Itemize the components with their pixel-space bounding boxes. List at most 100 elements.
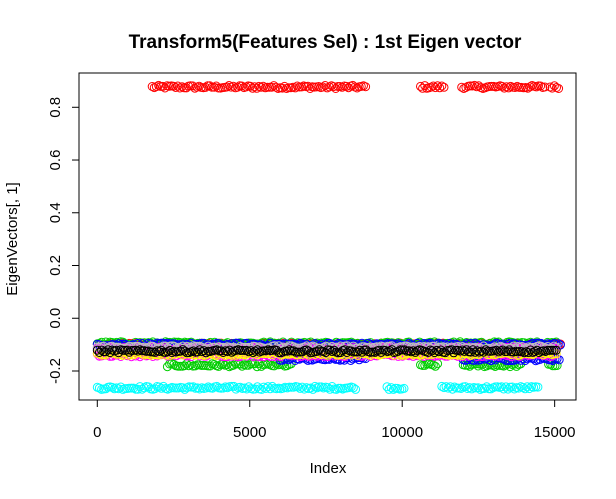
data-point [465,361,475,371]
data-point [211,81,221,91]
data-point [154,80,164,90]
data-point [197,347,207,357]
data-point [302,383,311,393]
data-point [245,81,255,91]
data-point [151,82,161,92]
data-point [149,83,159,93]
data-point [318,82,328,92]
data-point [240,383,250,393]
data-point [195,384,205,394]
data-point [261,384,271,393]
data-point [304,346,314,356]
x-tick-label: 5000 [233,424,266,441]
data-point [282,361,292,371]
data-point [327,347,337,356]
data-point [237,361,247,371]
data-point [325,384,335,394]
data-point [551,345,561,355]
data-point [180,361,189,371]
data-point [156,345,166,355]
data-point [504,345,514,355]
data-point [223,383,232,393]
data-point [241,360,251,370]
data-point [420,81,430,91]
data-point [393,346,403,356]
data-point [201,383,211,393]
data-point [135,348,145,357]
data-point [267,381,277,391]
data-point [457,82,467,92]
data-point [94,383,104,393]
data-point [250,384,260,394]
data-point [302,341,311,351]
data-point [290,83,300,93]
data-point [156,81,166,91]
data-point [437,81,447,91]
data-point [94,348,104,357]
y-tick-label: -0.2 [47,358,64,384]
data-point [310,381,320,391]
data-point [293,347,303,357]
data-point [459,346,469,356]
data-point [433,81,443,91]
data-point [522,382,532,392]
data-point [352,83,362,93]
data-point [218,383,228,393]
data-point [386,383,396,393]
data-point [449,344,459,354]
data-point [484,360,494,370]
data-point [455,346,465,356]
data-point [171,383,181,393]
data-point [534,348,544,358]
data-point [188,81,198,91]
data-point [250,82,260,92]
data-point [479,347,489,357]
data-point [205,81,215,91]
data-point [521,347,531,357]
data-point [193,383,203,393]
data-point [441,382,451,392]
data-point [435,83,445,93]
data-point [457,345,467,355]
data-point [488,360,498,370]
data-point [209,82,219,92]
data-point [348,80,358,90]
data-point [224,81,234,90]
data-point [526,345,536,355]
data-point [228,81,238,91]
data-point [231,384,241,394]
data-point [426,82,436,92]
data-point [297,382,307,392]
data-point [278,347,288,357]
y-tick-label: 0.0 [47,308,64,329]
data-point [156,383,166,393]
data-point [430,361,440,371]
data-point [237,81,247,91]
data-point [370,347,380,357]
data-point [235,382,245,392]
data-point [502,347,512,356]
data-point [470,347,480,357]
data-point [410,347,420,357]
x-tick-label: 0 [93,424,101,441]
data-point [520,384,530,394]
data-point [536,81,546,91]
y-axis: -0.2 0.0 0.2 0.4 0.6 0.8 [47,97,80,384]
data-point [261,346,271,356]
x-tick-label: 10000 [381,424,423,441]
data-point [494,347,504,357]
data-point [404,346,414,356]
data-point [214,361,224,371]
data-point [169,81,178,91]
data-point [554,355,564,365]
data-point [314,82,324,91]
data-point [169,359,179,369]
data-point [447,345,457,355]
data-point [116,382,126,392]
data-point [289,346,299,356]
data-point [135,345,145,355]
data-point [178,341,188,351]
data-point [528,347,538,357]
data-point [259,382,269,392]
data-point [248,83,257,93]
